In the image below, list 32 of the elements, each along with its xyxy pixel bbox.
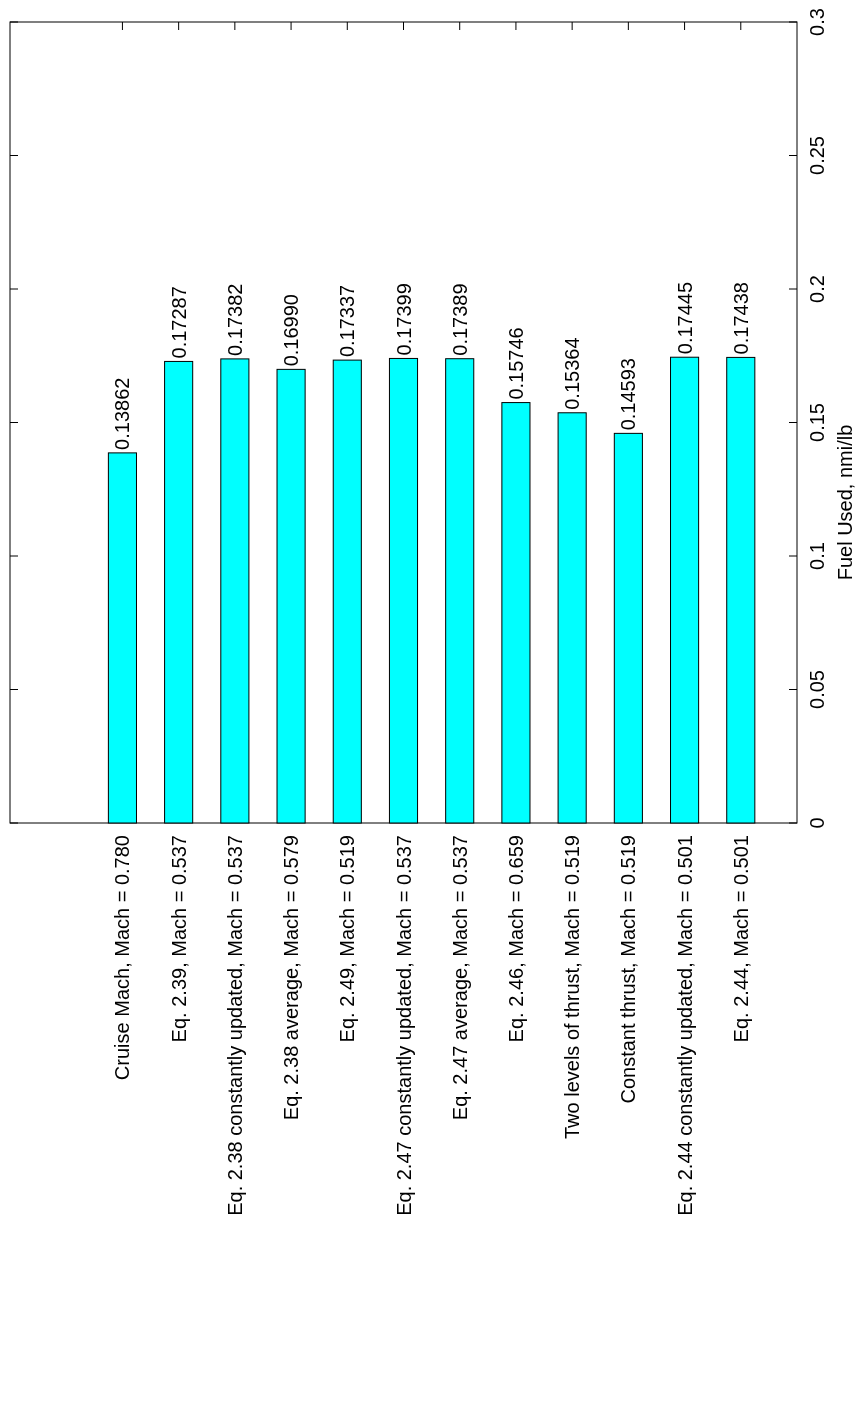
x-tick-label: Cruise Mach, Mach = 0.780: [111, 835, 134, 1081]
y-tick-label: 0.25: [806, 136, 828, 175]
data-label: 0.13862: [111, 377, 134, 450]
y-tick-label: 0.15: [806, 403, 828, 442]
data-label: 0.14593: [617, 358, 640, 431]
y-axis-title: Fuel Used, nmi/lb: [834, 424, 856, 581]
y-tick-label: 0.3: [806, 8, 828, 36]
data-label: 0.17399: [392, 283, 415, 356]
y-tick-label: 0.2: [806, 275, 828, 303]
x-tick-label: Eq. 2.44, Mach = 0.501: [729, 835, 752, 1043]
data-label: 0.17438: [729, 282, 752, 355]
y-tick-label: 0: [806, 817, 828, 829]
x-tick-label: Two levels of thrust, Mach = 0.519: [561, 835, 584, 1140]
y-tick-label: 0.05: [806, 670, 828, 709]
x-tick-label: Eq. 2.47 constantly updated, Mach = 0.537: [392, 835, 415, 1216]
x-tick-label: Eq. 2.38 constantly updated, Mach = 0.537: [223, 835, 246, 1216]
data-label: 0.17382: [223, 283, 246, 356]
data-label: 0.17337: [336, 284, 359, 358]
x-tick-label: Eq. 2.46, Mach = 0.659: [504, 835, 527, 1043]
data-label: 0.16990: [280, 294, 303, 367]
data-label: 0.17445: [673, 281, 696, 355]
y-tick-label: 0.1: [806, 542, 828, 570]
x-tick-label: Eq. 2.49, Mach = 0.519: [336, 835, 359, 1043]
data-label: 0.15364: [561, 337, 584, 410]
data-label: 0.17389: [448, 283, 471, 356]
x-tick-label: Eq. 2.39, Mach = 0.537: [167, 835, 190, 1043]
x-tick-label: Eq. 2.47 average, Mach = 0.537: [448, 835, 471, 1121]
data-label: 0.15746: [504, 327, 527, 400]
data-label: 0.17287: [167, 286, 190, 359]
x-tick-label: Eq. 2.38 average, Mach = 0.579: [280, 835, 303, 1121]
x-tick-label: Eq. 2.44 constantly updated, Mach = 0.501: [673, 835, 696, 1216]
x-tick-label: Constant thrust, Mach = 0.519: [617, 835, 640, 1104]
